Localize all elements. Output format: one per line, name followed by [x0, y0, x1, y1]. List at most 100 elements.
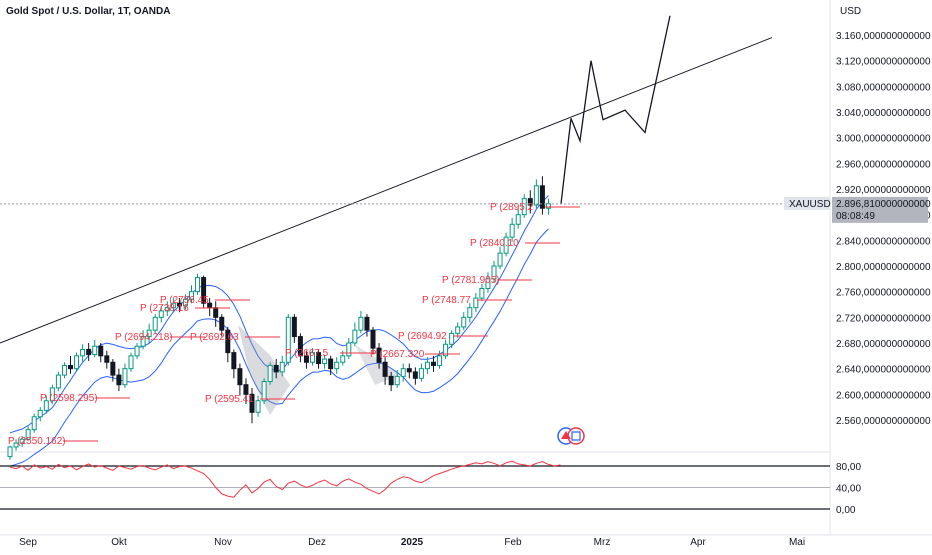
time-axis[interactable]: Sep Okt Nov Dez 2025 Feb Mrz Apr Mai: [19, 537, 805, 548]
candle-up: [19, 438, 25, 444]
candle-up: [7, 446, 13, 458]
shaded-region: [238, 325, 290, 415]
rsi-axis: 80,00 40,00 0,00: [836, 462, 861, 516]
candle-up: [13, 442, 19, 448]
candle-up: [25, 429, 31, 440]
price-tick-label: 2.560,000000000000: [836, 416, 931, 427]
candle-down: [225, 329, 231, 354]
candle-up: [285, 316, 291, 363]
candle-up: [515, 214, 521, 225]
price-tick-label: 2.840,000000000000: [836, 236, 931, 247]
candle-down: [539, 185, 545, 209]
candle-up: [352, 329, 358, 344]
candle-up: [509, 223, 515, 238]
pivot-label: P (2667.320: [370, 349, 425, 360]
candle-up: [467, 307, 473, 318]
candle-down: [176, 302, 182, 307]
candlestick-series: [7, 176, 551, 460]
pivot-label: P (2694.92: [398, 331, 447, 342]
candle-down: [273, 364, 279, 373]
candle-up: [134, 345, 140, 357]
candle-down: [382, 361, 388, 377]
candle-up: [255, 400, 261, 413]
time-tick-label: Apr: [690, 537, 706, 548]
candle-down: [527, 198, 533, 206]
candle-up: [394, 375, 400, 386]
current-price-value: 2.896,810000000000: [836, 199, 931, 210]
rsi-pane: [0, 460, 830, 510]
time-tick-label: Mrz: [594, 537, 611, 548]
price-axis[interactable]: 3.160,000000000000 3.120,000000000000 3.08…: [836, 31, 931, 427]
candle-up: [267, 364, 273, 383]
candle-up: [334, 361, 340, 370]
candle-up: [340, 355, 346, 363]
candle-up: [545, 203, 551, 209]
envelope-bands: [9, 195, 549, 467]
candle-up: [128, 355, 134, 370]
time-tick-label: Dez: [308, 537, 326, 548]
candle-up: [358, 316, 364, 331]
candle-up: [473, 297, 479, 309]
candle-up: [418, 368, 424, 379]
candle-down: [431, 361, 436, 366]
pivot-markers: P (2550.162) P (2598.295) P (2694.218) P (2…: [8, 202, 580, 447]
candle-up: [503, 236, 509, 254]
candle-up: [80, 348, 86, 357]
candle-up: [310, 352, 315, 363]
price-tick-label: 2.800,000000000000: [836, 262, 931, 273]
time-tick-label: 2025: [401, 537, 424, 548]
candle-down: [110, 361, 116, 376]
candle-down: [316, 352, 322, 365]
candle-up: [485, 278, 491, 289]
candle-down: [303, 355, 309, 363]
shaded-region: [355, 345, 400, 385]
candle-down: [376, 347, 382, 363]
drawing-lines[interactable]: [0, 15, 773, 344]
candle-up: [61, 364, 67, 376]
candle-up: [182, 298, 188, 307]
candle-up: [74, 355, 80, 370]
price-tick-label: 3.160,000000000000: [836, 31, 931, 42]
candle-down: [86, 348, 92, 356]
candle-down: [412, 371, 418, 379]
candle-up: [346, 342, 352, 357]
candle-up: [55, 374, 61, 389]
price-tick-label: 2.760,000000000000: [836, 288, 931, 299]
current-price-badge: [832, 196, 928, 223]
candle-down: [231, 352, 237, 370]
candle-up: [521, 198, 527, 216]
price-tick-label: 3.120,000000000000: [836, 57, 931, 68]
candle-down: [237, 368, 243, 386]
price-tick-label: 2.600,000000000000: [836, 390, 931, 401]
candle-up: [122, 368, 128, 386]
candle-up: [437, 355, 443, 366]
price-tick-label: 3.040,000000000000: [836, 108, 931, 119]
symbol-badge-label: XAUUSD: [789, 199, 831, 210]
candle-up: [152, 316, 158, 331]
candle-down: [98, 345, 104, 357]
trendline: [0, 37, 773, 344]
candle-up: [43, 400, 49, 411]
pivot-label: P (2550.162): [8, 436, 66, 447]
candle-down: [388, 375, 394, 386]
candle-up: [92, 345, 98, 356]
candle-down: [243, 384, 249, 395]
pivot-label: P (2694.218): [115, 332, 173, 343]
candle-up: [533, 185, 539, 206]
candle-up: [461, 316, 467, 328]
price-tick-label: 3.000,000000000000: [836, 134, 931, 145]
rsi-tick-label: 40,00: [836, 484, 861, 495]
upper-band-line: [9, 195, 549, 434]
pivot-label: P (2748.77: [422, 295, 471, 306]
event-logo-icon[interactable]: [557, 427, 585, 445]
pivot-label: P (2692.63: [190, 332, 239, 343]
candle-up: [443, 343, 449, 357]
candle-up: [158, 310, 164, 318]
candle-up: [146, 329, 152, 338]
time-tick-label: Mai: [789, 537, 805, 548]
price-tick-label: 2.920,000000000000: [836, 185, 931, 196]
currency-label: USD: [840, 6, 861, 17]
candle-up: [195, 277, 201, 293]
